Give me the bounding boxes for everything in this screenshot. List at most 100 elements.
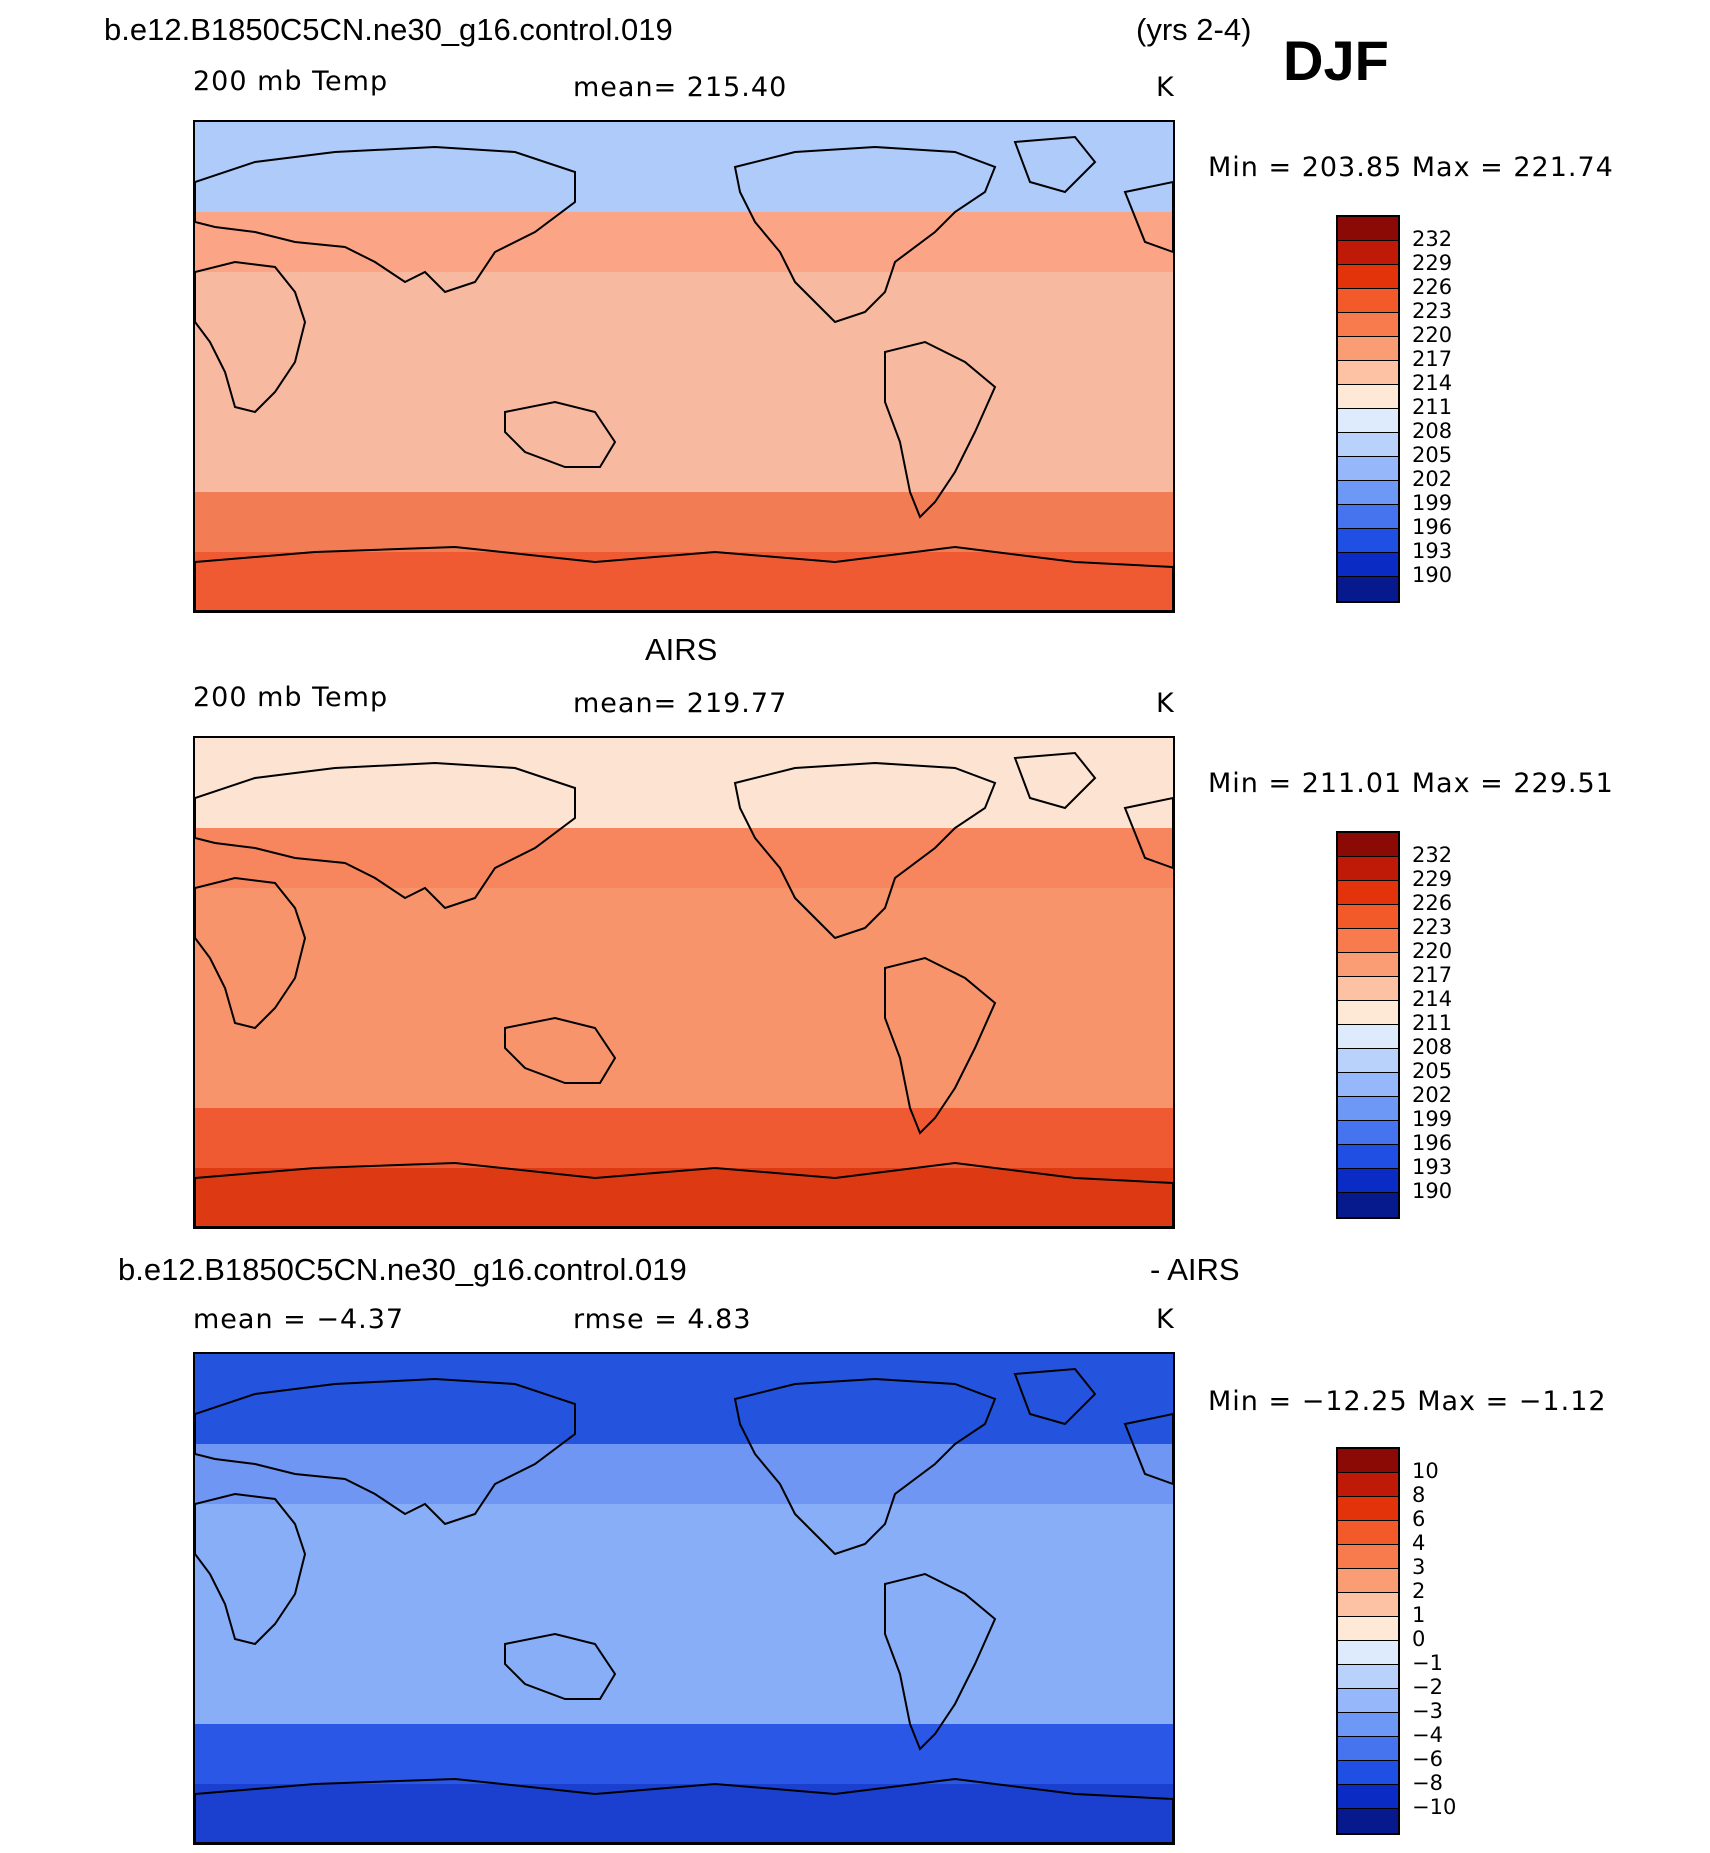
panel3-coastline [733, 1377, 997, 1556]
panel2-colorbar [1336, 831, 1400, 1219]
panel1-colorbar-tick-label: 202 [1412, 467, 1453, 491]
panel2-contour-band [195, 828, 1173, 888]
panel2-colorbar-tick-label: 226 [1412, 891, 1453, 915]
panel1-colorbar-swatch [1338, 457, 1398, 481]
panel3-colorbar-swatch [1338, 1521, 1398, 1545]
panel2-coastline [1013, 751, 1097, 810]
panel2-colorbar-tick-label: 232 [1412, 843, 1453, 867]
panel3-colorbar-tick-label: −8 [1412, 1771, 1443, 1795]
panel2-map [193, 736, 1175, 1229]
panel3-colorbar-tick-label: −3 [1412, 1699, 1443, 1723]
panel2-colorbar-swatch [1338, 1097, 1398, 1121]
panel1-coastline [195, 260, 307, 414]
panel1-colorbar-swatch [1338, 265, 1398, 289]
panel3-colorbar-swatch [1338, 1785, 1398, 1809]
panel3-colorbar-swatch [1338, 1737, 1398, 1761]
panel2-coastline [884, 956, 997, 1135]
panel1-mean: mean= 215.40 [573, 72, 788, 103]
case-title: b.e12.B1850C5CN.ne30_g16.control.019 [104, 12, 673, 47]
panel3-colorbar-tick-label: 0 [1412, 1627, 1426, 1651]
panel1-colorbar-swatch [1338, 337, 1398, 361]
panel3-contour-band [195, 1724, 1173, 1784]
panel2-coastline [195, 1161, 1173, 1227]
panel1-colorbar-tick-label: 196 [1412, 515, 1453, 539]
panel3-colorbar-swatch [1338, 1473, 1398, 1497]
panel3-colorbar-swatch [1338, 1545, 1398, 1569]
panel1-colorbar-swatch [1338, 433, 1398, 457]
panel1-colorbar-tick-label: 232 [1412, 227, 1453, 251]
panel3-colorbar-tick-label: 2 [1412, 1579, 1426, 1603]
panel3-colorbar-swatch [1338, 1449, 1398, 1473]
panel3-coastline [195, 1777, 1173, 1843]
panel3-colorbar-tick-label: 6 [1412, 1507, 1426, 1531]
panel1-colorbar-swatch [1338, 577, 1398, 601]
panel1-colorbar-tick-label: 214 [1412, 371, 1453, 395]
panel1-units: K [1156, 72, 1175, 103]
panel1-colorbar-swatch [1338, 481, 1398, 505]
panel1-coastline [195, 145, 576, 294]
panel3-colorbar-tick-label: −10 [1412, 1795, 1457, 1819]
panel3-colorbar-tick-label: −2 [1412, 1675, 1443, 1699]
panel1-colorbar-tick-label: 190 [1412, 563, 1453, 587]
panel1-coastline [1123, 180, 1173, 254]
panel2-coastline [1123, 796, 1173, 870]
panel3-colorbar-tick-label: 4 [1412, 1531, 1426, 1555]
panel3-colorbar-tick-label: −1 [1412, 1651, 1443, 1675]
panel3-coastline [195, 1377, 576, 1526]
panel2-colorbar-tick-label: 193 [1412, 1155, 1453, 1179]
panel2-title: AIRS [645, 632, 718, 667]
panel3-contour-band [195, 1444, 1173, 1504]
panel1-contour-band [195, 122, 1173, 212]
panel1-colorbar-swatch [1338, 361, 1398, 385]
panel3-colorbar-tick-label: 10 [1412, 1459, 1439, 1483]
panel2-colorbar-swatch [1338, 857, 1398, 881]
panel1-colorbar-tick-label: 217 [1412, 347, 1453, 371]
panel2-colorbar-swatch [1338, 1193, 1398, 1217]
panel3-colorbar-tick-label: 1 [1412, 1603, 1426, 1627]
panel1-coastline [733, 145, 997, 324]
panel2-colorbar-swatch [1338, 929, 1398, 953]
panel1-variable: 200 mb Temp [193, 66, 389, 97]
panel2-colorbar-tick-label: 202 [1412, 1083, 1453, 1107]
panel1-contour-band [195, 492, 1173, 552]
panel3-colorbar-tick-label: 8 [1412, 1483, 1426, 1507]
panel1-colorbar-swatch [1338, 553, 1398, 577]
panel1-minmax: Min = 203.85 Max = 221.74 [1208, 152, 1614, 183]
panel3-colorbar-swatch [1338, 1617, 1398, 1641]
panel2-colorbar-swatch [1338, 1001, 1398, 1025]
panel3-colorbar-swatch [1338, 1809, 1398, 1833]
panel2-variable: 200 mb Temp [193, 682, 389, 713]
panel1-coastline [504, 400, 617, 468]
panel1-colorbar-swatch [1338, 409, 1398, 433]
panel3-colorbar-swatch [1338, 1689, 1398, 1713]
panel1-colorbar-swatch [1338, 217, 1398, 241]
panel1-map-svg [195, 122, 1173, 611]
panel1-contour-band [195, 212, 1173, 272]
panel1-colorbar-tick-label: 199 [1412, 491, 1453, 515]
panel3-colorbar-tick-label: 3 [1412, 1555, 1426, 1579]
panel3-title-left: b.e12.B1850C5CN.ne30_g16.control.019 [118, 1252, 687, 1287]
panel2-coastline [733, 761, 997, 940]
panel1-colorbar-swatch [1338, 241, 1398, 265]
panel3-contour-band [195, 1354, 1173, 1444]
panel2-colorbar-swatch [1338, 881, 1398, 905]
panel2-coastline [504, 1016, 617, 1084]
panel2-colorbar-swatch [1338, 905, 1398, 929]
panel1-colorbar-swatch [1338, 385, 1398, 409]
panel3-title-right: - AIRS [1150, 1252, 1240, 1287]
panel2-map-svg [195, 738, 1173, 1227]
panel1-colorbar-tick-label: 205 [1412, 443, 1453, 467]
panel3-coastline [884, 1572, 997, 1751]
panel1-coastline [884, 340, 997, 519]
panel3-contour-band [195, 1504, 1173, 1724]
panel2-colorbar-tick-label: 211 [1412, 1011, 1453, 1035]
panel3-colorbar-swatch [1338, 1761, 1398, 1785]
panel3-coastline [1123, 1412, 1173, 1486]
panel2-colorbar-swatch [1338, 1169, 1398, 1193]
panel3-colorbar [1336, 1447, 1400, 1835]
panel2-contour-band [195, 1168, 1173, 1227]
panel1-colorbar-tick-label: 211 [1412, 395, 1453, 419]
panel3-coastline [504, 1632, 617, 1700]
panel3-minmax: Min = −12.25 Max = −1.12 [1208, 1386, 1607, 1417]
panel1-coastline [1013, 135, 1097, 194]
